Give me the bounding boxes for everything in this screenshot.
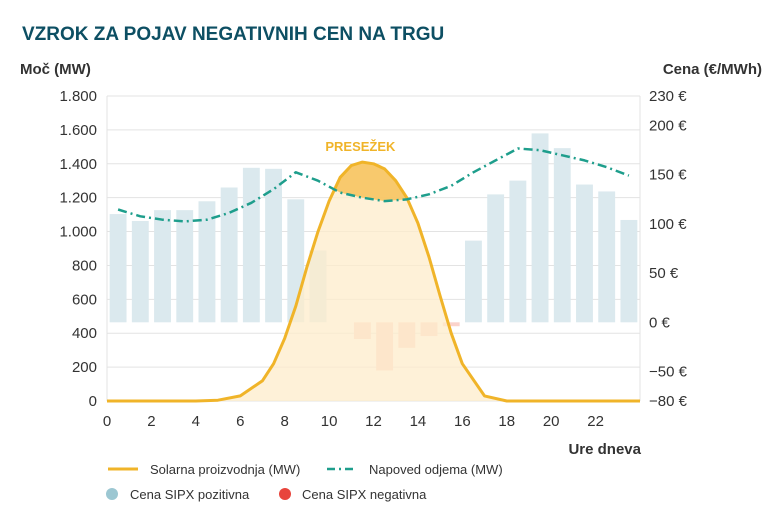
price-bar-positive [620,219,638,323]
price-bar-positive [487,194,505,323]
x-tick-label: 0 [103,413,111,430]
x-tick-label: 22 [587,413,604,430]
price-bars [109,133,638,371]
legend-price-pos-label: Cena SIPX pozitivna [130,487,250,502]
x-tick-label: 14 [410,413,427,430]
y-left-tick-label: 0 [89,393,97,410]
legend-price-neg-swatch [279,488,291,500]
price-bar-positive [154,210,171,323]
y-left-tick-label: 200 [72,359,97,376]
legend: Solarna proizvodnja (MW) Napoved odjema … [106,462,503,502]
price-bar-positive [531,133,549,323]
price-bar-negative [442,322,460,327]
price-bar-positive [576,184,593,323]
legend-price-pos-swatch [106,488,118,500]
y-right-tick-label: 200 € [649,118,687,135]
y-right-tick-label: 150 € [649,167,687,184]
demand-line-path [117,147,630,223]
demand-line [117,147,630,223]
right-axis-title: Cena (€/MWh) [663,61,762,78]
annotations: PRESEŽEK [325,139,396,154]
x-tick-label: 20 [543,413,560,430]
price-bar-positive [176,210,194,323]
y-left-tick-label: 1.000 [59,224,97,241]
price-bar-positive [265,168,283,323]
y-left-tick-label: 400 [72,325,97,342]
y-right-tick-label: −80 € [649,393,688,410]
x-tick-label: 6 [236,413,244,430]
price-bar-positive [464,240,482,323]
solar-line [107,160,640,403]
y-left-tick-label: 600 [72,291,97,308]
price-bar-positive [509,180,527,323]
x-tick-label: 8 [280,413,288,430]
price-bar-positive [598,191,616,323]
chart-title: VZROK ZA POJAV NEGATIVNIH CEN NA TRGU [22,24,444,45]
x-tick-label: 16 [454,413,471,430]
price-bar-positive [109,214,127,323]
x-axis-title: Ure dneva [568,441,641,458]
y-right-tick-label: 100 € [649,216,687,233]
x-tick-label: 12 [365,413,382,430]
tick-labels: 1.8001.6001.4001.2001.000800600400200023… [59,88,687,430]
price-bar-positive [242,167,260,323]
y-right-tick-label: 0 € [649,314,671,331]
y-right-tick-label: 50 € [649,265,679,282]
price-bar-positive [553,148,571,323]
y-left-tick-label: 1.600 [59,122,97,139]
left-axis-title: Moč (MW) [20,61,91,78]
solar-fill [107,162,640,401]
price-bar-positive [220,187,238,323]
y-left-tick-label: 800 [72,257,97,274]
x-tick-label: 2 [147,413,155,430]
legend-demand-label: Napoved odjema (MW) [369,462,503,477]
y-right-tick-label: −50 € [649,363,688,380]
solar-area [107,160,640,403]
legend-solar-label: Solarna proizvodnja (MW) [150,462,300,477]
price-bar-positive [131,220,149,323]
x-tick-label: 18 [498,413,515,430]
y-left-tick-label: 1.400 [59,156,97,173]
price-bar-positive [198,201,216,323]
y-left-tick-label: 1.800 [59,88,97,105]
y-right-tick-label: 230 € [649,88,687,105]
surplus-annotation: PRESEŽEK [325,139,396,154]
x-tick-label: 4 [192,413,200,430]
surplus-region [334,162,407,202]
legend-price-neg-label: Cena SIPX negativna [302,487,427,502]
x-tick-label: 10 [321,413,338,430]
y-left-tick-label: 1.200 [59,190,97,207]
